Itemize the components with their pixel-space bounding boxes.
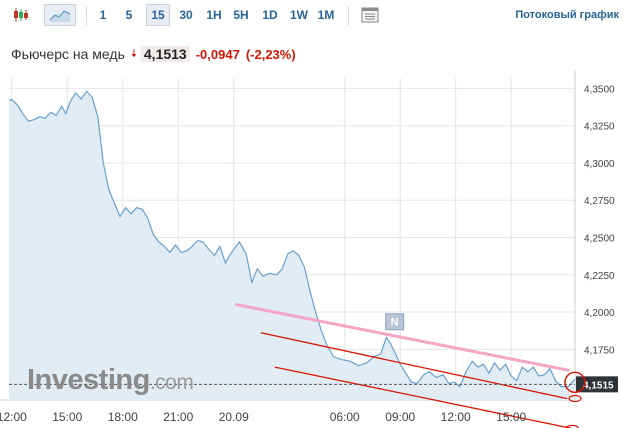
price-change-percent: (-2,23%) [245,46,296,62]
interval-1m[interactable]: 1M [317,8,335,22]
x-axis: 12:00 15:00 18:00 21:00 20.09 06:00 09:00 12:00… [0,410,527,424]
current-price-tag: 4,1515 [564,371,618,394]
area-chart-icon[interactable] [44,4,76,26]
x-tick-label: 15:00 [52,410,82,424]
event-marker-label: N [391,317,399,329]
watermark-suffix: .com [149,371,194,394]
y-tick-label: 4,2500 [584,234,615,245]
y-tick-label: 4,3000 [584,159,615,170]
chart-toolbar: 1 5 15 30 1H 5H 1D 1W 1M Потоковый графи… [0,0,627,34]
x-tick-label: 09:00 [385,410,415,424]
y-tick-label: 4,2250 [584,271,615,282]
x-tick-label: 15:00 [496,410,526,424]
x-tick-label: 12:00 [0,410,27,424]
event-marker[interactable]: N [385,313,405,331]
y-tick-label: 4,2000 [584,308,615,319]
interval-15[interactable]: 15 [146,4,170,26]
red-channel-upper [260,332,568,400]
interval-30[interactable]: 30 [179,8,193,22]
price-change: -0,0947 [195,46,240,62]
x-tick-label: 18:00 [108,410,138,424]
drawing-handle [568,394,582,403]
y-tick-label: 4,3500 [584,84,615,95]
watermark-brand: Investing [27,364,150,396]
red-channel-lower [274,366,574,428]
price-line [8,90,576,388]
price-highlight-circle [564,371,586,394]
interval-1[interactable]: 1 [99,8,107,22]
y-tick-label: 4,3250 [584,122,615,133]
table-settings-icon[interactable] [358,4,382,26]
price-area [9,91,575,401]
last-price: 4,1513 [140,46,190,62]
price-tag-label: 4,1515 [583,380,614,391]
interval-5[interactable]: 5 [125,8,133,22]
trend-drawings [235,303,582,428]
x-tick-label: 21:00 [163,410,193,424]
x-tick-label: 06:00 [330,410,360,424]
interval-1d[interactable]: 1D [262,8,278,22]
y-tick-label: 4,2750 [584,196,615,207]
candlestick-icon[interactable] [8,4,34,26]
drawing-handle [565,424,579,428]
toolbar-divider [86,6,87,26]
instrument-name: Фьючерс на медь [11,46,125,62]
pink-trendline [235,303,570,372]
price-tag-box [576,376,618,393]
y-tick-label: 4,1750 [584,345,615,356]
interval-1h[interactable]: 1H [206,8,222,22]
interval-1w[interactable]: 1W [290,8,308,22]
x-tick-label: 20.09 [219,410,249,424]
quote-header: Фьючерс на медь 🠇 4,1513 -0,0947 (-2,23%… [11,44,296,64]
toolbar-divider [348,6,349,26]
investing-watermark: Investing.com [27,364,194,397]
down-arrow-icon: 🠇 [130,47,137,60]
interval-5h[interactable]: 5H [233,8,249,22]
x-tick-label: 12:00 [441,410,471,424]
y-axis: 4,3500 4,3250 4,3000 4,2750 4,2500 4,2250 4,20… [584,84,615,356]
streaming-chart-link[interactable]: Потоковый график [515,9,619,21]
event-marker-box [385,313,405,331]
